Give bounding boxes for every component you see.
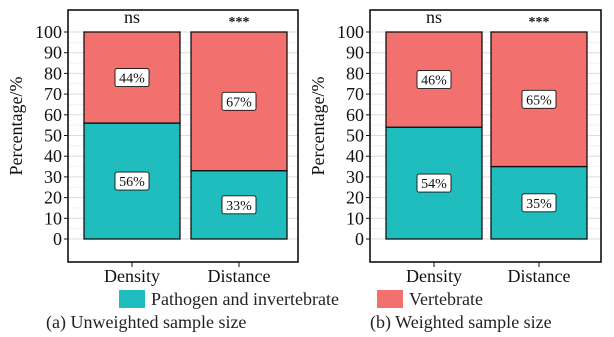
legend-label-vertebrate: Vertebrate (409, 288, 483, 309)
y-tick-label-0-0: 0 (53, 229, 62, 249)
data-label-0-0-0: 56% (119, 175, 145, 190)
y-tick-label-0-7: 70 (44, 84, 62, 104)
x-tick-label-1-1: Distance (508, 266, 571, 286)
data-label-1-1-1: 65% (526, 93, 552, 108)
y-tick-label-1-1: 10 (346, 208, 364, 228)
x-tick-label-1-0: Density (406, 266, 462, 286)
y-tick-label-1-2: 20 (346, 188, 364, 208)
figure: 56%44%nsDensity33%67%***Distance01020304… (6, 7, 602, 286)
data-label-box-1-0-1 (416, 70, 452, 90)
data-label-box-1-1-1 (521, 89, 557, 109)
data-label-0-1-0: 33% (226, 199, 252, 214)
y-tick-label-1-5: 50 (346, 126, 364, 146)
data-label-box-0-0-0 (114, 171, 150, 191)
y-tick-label-0-3: 30 (44, 167, 62, 187)
legend-item-pathogen: Pathogen and invertebrate (119, 287, 339, 311)
legend-label-pathogen: Pathogen and invertebrate (151, 288, 339, 309)
y-tick-label-1-6: 60 (346, 105, 364, 125)
y-axis-label-1: Percentage/% (308, 77, 328, 176)
data-label-box-0-1-0 (221, 195, 257, 215)
y-tick-label-1-8: 80 (346, 63, 364, 83)
legend-item-vertebrate: Vertebrate (377, 287, 483, 311)
legend-swatch-pathogen (119, 290, 145, 308)
data-label-box-1-0-0 (416, 173, 452, 193)
y-tick-label-0-9: 90 (44, 43, 62, 63)
data-label-1-0-1: 46% (421, 74, 447, 89)
legend-swatch-vertebrate (377, 290, 403, 308)
caption-b: (b) Weighted sample size (370, 312, 552, 332)
y-tick-label-1-4: 40 (346, 146, 364, 166)
x-tick-label-0-1: Distance (208, 266, 271, 286)
data-label-1-0-0: 54% (421, 177, 447, 192)
data-label-0-0-1: 44% (119, 72, 145, 87)
data-label-box-0-1-1 (221, 91, 257, 111)
y-tick-label-0-10: 100 (35, 22, 62, 42)
y-tick-label-1-0: 0 (355, 229, 364, 249)
significance-1-0: ns (426, 7, 442, 27)
y-axis-label-0: Percentage/% (6, 77, 26, 176)
data-label-box-1-1-0 (521, 193, 557, 213)
caption-a: (a) Unweighted sample size (46, 312, 247, 332)
data-label-box-0-0-1 (114, 68, 150, 87)
y-tick-label-1-9: 90 (346, 43, 364, 63)
significance-1-1: *** (529, 15, 550, 30)
y-tick-label-0-1: 10 (44, 208, 62, 228)
significance-0-0: ns (124, 7, 140, 27)
significance-0-1: *** (229, 15, 250, 30)
y-tick-label-1-3: 30 (346, 167, 364, 187)
y-tick-label-0-6: 60 (44, 105, 62, 125)
y-tick-label-0-8: 80 (44, 63, 62, 83)
x-tick-label-0-0: Density (104, 266, 160, 286)
y-tick-label-1-10: 100 (337, 22, 364, 42)
y-tick-label-0-2: 20 (44, 188, 62, 208)
y-tick-label-0-5: 50 (44, 126, 62, 146)
y-tick-label-1-7: 70 (346, 84, 364, 104)
data-label-1-1-0: 35% (526, 197, 552, 212)
y-tick-label-0-4: 40 (44, 146, 62, 166)
data-label-0-1-1: 67% (226, 95, 252, 110)
legend: Pathogen and invertebrate Vertebrate (0, 287, 614, 311)
